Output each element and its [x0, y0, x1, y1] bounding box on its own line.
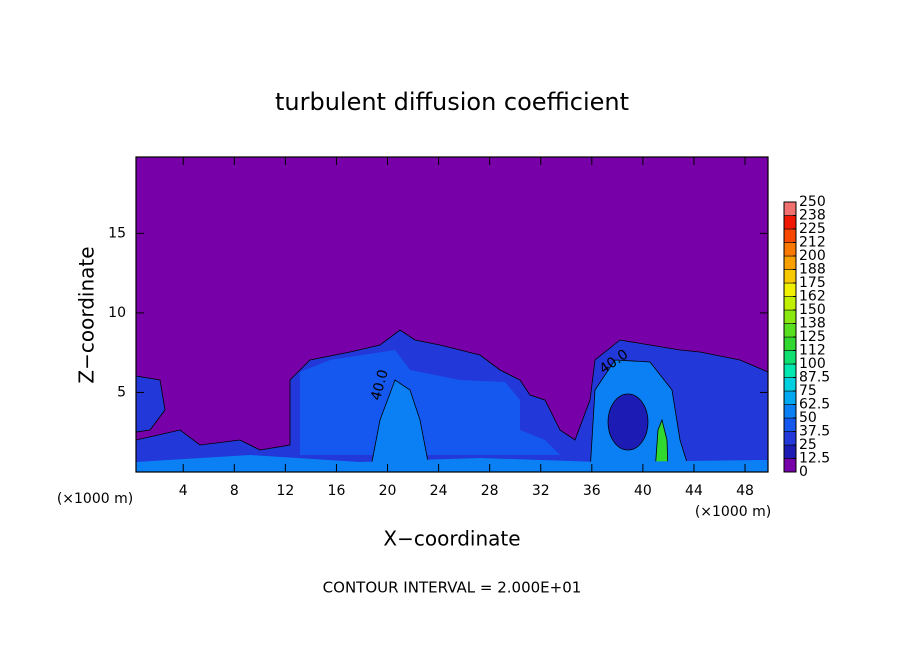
colorbar-bin [783, 336, 797, 351]
colorbar-label: 188 [799, 262, 826, 278]
x-tick-label: 12 [276, 483, 294, 499]
plot-frame [135, 156, 769, 473]
colorbar-bin [783, 363, 797, 378]
x-tick-label: 32 [532, 483, 550, 499]
colorbar-label: 87.5 [799, 370, 830, 386]
x-tick-label: 48 [736, 483, 754, 499]
colorbar-bin [783, 377, 797, 392]
x-tick-label: 8 [230, 483, 239, 499]
colorbar-label: 200 [799, 248, 826, 264]
colorbar-label: 250 [799, 194, 826, 210]
field-region [300, 350, 560, 455]
colorbar-bin [783, 201, 797, 216]
x-unit: (×1000 m) [695, 504, 771, 520]
colorbar-bin [783, 431, 797, 446]
colorbar-label: 212 [799, 235, 826, 251]
colorbar-bin [783, 228, 797, 243]
colorbar-bin [783, 269, 797, 284]
colorbar-bin [783, 417, 797, 432]
colorbar-label: 162 [799, 289, 826, 305]
y-axis-label: Z−coordinate [75, 246, 99, 383]
field-region [136, 455, 768, 472]
colorbar-label: 25 [799, 437, 817, 453]
colorbar-label: 125 [799, 329, 826, 345]
chart-title: turbulent diffusion coefficient [275, 88, 629, 116]
colorbar-label: 62.5 [799, 397, 830, 413]
x-tick-label: 28 [481, 483, 499, 499]
colorbar-bin [783, 390, 797, 405]
y-tick-label: 10 [108, 305, 126, 321]
colorbar-bin [783, 242, 797, 257]
colorbar-label: 175 [799, 275, 826, 291]
x-tick-label: 24 [430, 483, 448, 499]
y-tick-label: 5 [117, 384, 126, 400]
x-tick-label: 20 [379, 483, 397, 499]
colorbar-label: 138 [799, 316, 826, 332]
colorbar-bin [783, 255, 797, 270]
colorbar-bin [783, 282, 797, 297]
colorbar-label: 150 [799, 302, 826, 318]
x-axis-label: X−coordinate [383, 527, 520, 551]
field [135, 157, 769, 473]
colorbar-bin [783, 404, 797, 419]
contour-label: 40.0 [368, 368, 392, 402]
colorbar-label: 37.5 [799, 424, 830, 440]
x-unit: (×1000 m) [57, 491, 133, 507]
y-tick-label: 15 [108, 225, 126, 241]
field-region [607, 393, 649, 451]
x-tick-label: 4 [179, 483, 188, 499]
colorbar-bin [783, 323, 797, 338]
colorbar-label: 0 [799, 464, 808, 480]
colorbar-label: 225 [799, 221, 826, 237]
colorbar-bin [783, 444, 797, 459]
colorbar-label: 238 [799, 208, 826, 224]
x-tick-label: 16 [328, 483, 346, 499]
colorbar-label: 50 [799, 410, 817, 426]
x-tick-label: 40 [634, 483, 652, 499]
colorbar-label: 112 [799, 343, 826, 359]
colorbar-bin [783, 215, 797, 230]
colorbar-label: 100 [799, 356, 826, 372]
colorbar-bin [783, 296, 797, 311]
footer-note: CONTOUR INTERVAL = 2.000E+01 [323, 579, 582, 597]
x-tick-label: 44 [685, 483, 703, 499]
colorbar-label: 75 [799, 383, 817, 399]
colorbar-bin [783, 309, 797, 324]
colorbar-bin [783, 350, 797, 365]
colorbar-bin [783, 458, 797, 473]
colorbar-label: 12.5 [799, 451, 830, 467]
x-tick-label: 36 [583, 483, 601, 499]
